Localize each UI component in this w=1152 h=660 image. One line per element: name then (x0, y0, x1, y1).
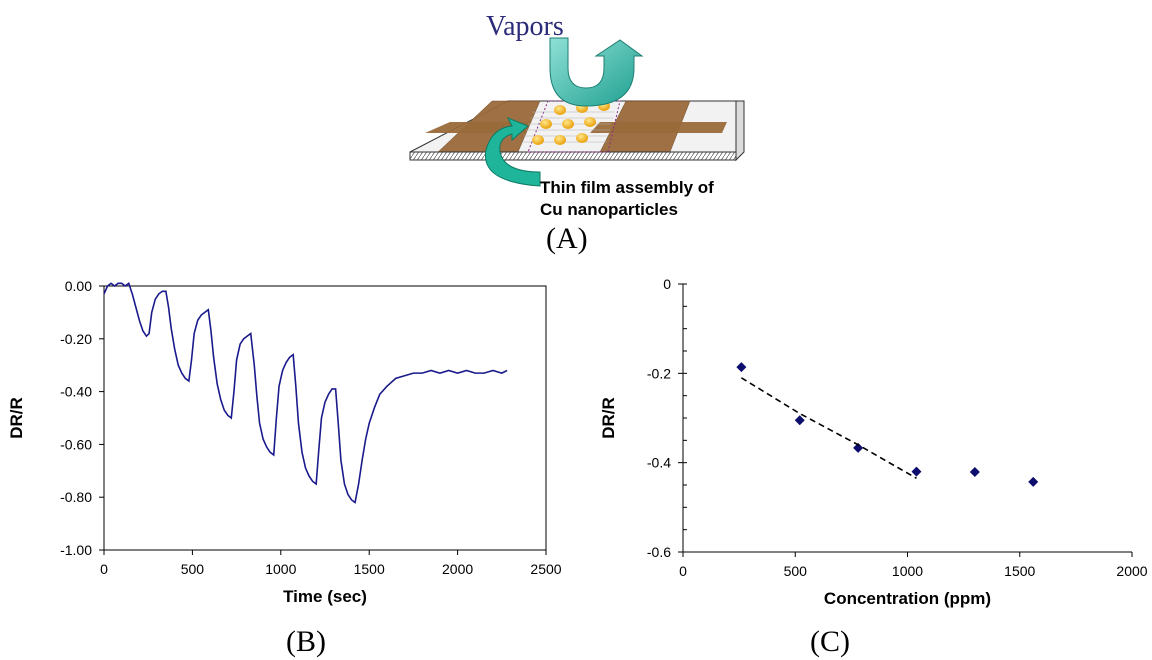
data-point (736, 362, 747, 373)
y-tick-label: 0.00 (65, 278, 92, 294)
x-axis-label: Time (sec) (283, 587, 367, 606)
x-tick-label: 2000 (442, 561, 473, 577)
y-tick-label: 0 (663, 276, 671, 292)
chart-concentration: 0 500 1000 1500 2000 0 -0.2 -0.4 -0.6 Concentrati… (599, 276, 1148, 608)
data-point (853, 442, 864, 453)
film-label-line2: Cu nanoparticles (540, 200, 678, 219)
x-tick-label: 1000 (265, 561, 296, 577)
plot-frame (103, 285, 547, 551)
x-tick-label: 1000 (892, 563, 923, 579)
y-tick-label: -0.20 (60, 331, 92, 347)
panel-b-label: (B) (286, 625, 326, 658)
data-line (103, 282, 508, 504)
y-tick-label: -0.80 (60, 489, 92, 505)
panel-a-label: (A) (546, 222, 588, 255)
data-point (794, 415, 805, 426)
vapors-label: Vapors (486, 11, 564, 42)
trend-line (740, 377, 917, 479)
y-tick-label: -0.60 (60, 436, 92, 452)
panel-c-label: (C) (810, 625, 850, 658)
y-tick-label: -1.00 (60, 542, 92, 558)
nanoparticles (532, 101, 610, 145)
y-axis-label: DR/R (7, 397, 26, 439)
film-label-line1: Thin film assembly of (540, 178, 714, 197)
y-tick-label: -0.4 (647, 455, 671, 471)
x-tick-label: 1500 (354, 561, 385, 577)
data-point (969, 467, 980, 478)
film-region (527, 100, 621, 153)
x-tick-label: 2000 (1116, 563, 1147, 579)
x-axis-label: Concentration (ppm) (824, 589, 991, 608)
x-tick-label: 500 (181, 561, 205, 577)
y-tick-label: -0.40 (60, 384, 92, 400)
vapor-arrow (549, 37, 644, 107)
data-point (1028, 476, 1039, 487)
substrate-side (409, 151, 737, 161)
y-tick-label: -0.6 (647, 544, 671, 560)
sensor-schematic: Vapors Thin film assembly of Cu nanopart… (409, 11, 745, 219)
y-axis-label: DR/R (599, 397, 618, 439)
x-tick-label: 2500 (530, 561, 561, 577)
data-point (911, 466, 922, 477)
x-tick-label: 0 (679, 563, 687, 579)
film-pointer-arrow (484, 117, 541, 187)
x-tick-label: 500 (784, 563, 808, 579)
y-tick-label: -0.2 (647, 365, 671, 381)
x-tick-label: 1500 (1004, 563, 1035, 579)
x-tick-label: 0 (100, 561, 108, 577)
chart-time-response: 0 500 1000 1500 2000 2500 0.00 -0.20 -0.40 -0.60 -… (7, 278, 562, 606)
